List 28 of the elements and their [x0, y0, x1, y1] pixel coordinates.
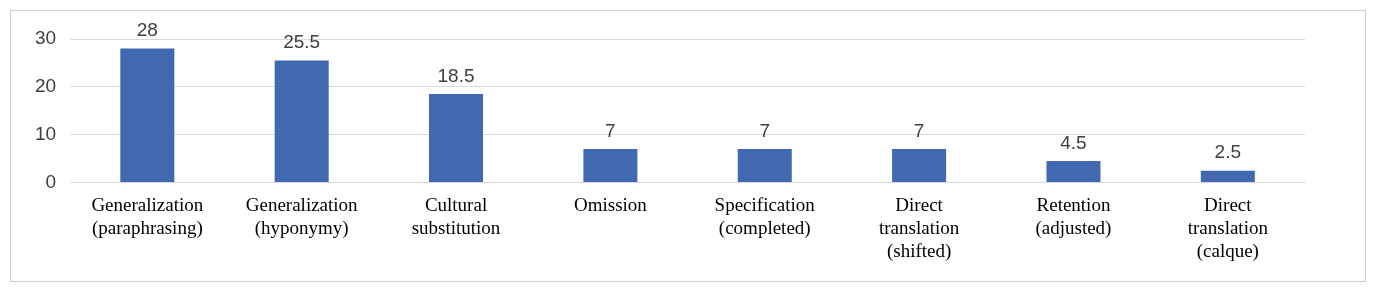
bar [583, 149, 638, 183]
x-tick-label: Generalization (hyponymy) [245, 193, 359, 239]
y-tick-label: 20 [34, 75, 57, 97]
y-tick-label: 10 [34, 122, 57, 144]
x-tick-label: Cultural substitution [411, 193, 501, 238]
bar [1200, 170, 1255, 183]
data-label: 2.5 [1214, 141, 1242, 163]
bar [737, 149, 792, 183]
data-label: 7 [759, 119, 771, 141]
x-tick-label: Retention (adjusted) [1035, 193, 1112, 239]
data-label: 7 [605, 119, 616, 141]
data-label: 28 [136, 19, 158, 41]
data-label: 7 [913, 119, 925, 141]
bar [1046, 161, 1101, 183]
x-tick-label: Generalization (paraphrasing) [91, 193, 204, 239]
x-tick-label: Specification (completed) [714, 193, 816, 239]
data-label: 4.5 [1060, 131, 1087, 153]
x-tick-label: Omission [573, 193, 648, 215]
bar [429, 94, 484, 183]
x-tick-label: Direct translation (calque) [1187, 193, 1269, 262]
x-tick-label: Direct translation (shifted) [879, 193, 960, 262]
data-label: 25.5 [283, 31, 321, 53]
data-label: 18.5 [437, 64, 475, 86]
bar [892, 149, 947, 183]
bar [274, 60, 329, 183]
y-tick-label: 30 [34, 27, 57, 49]
y-tick-label: 0 [45, 170, 57, 192]
bar [120, 48, 175, 183]
